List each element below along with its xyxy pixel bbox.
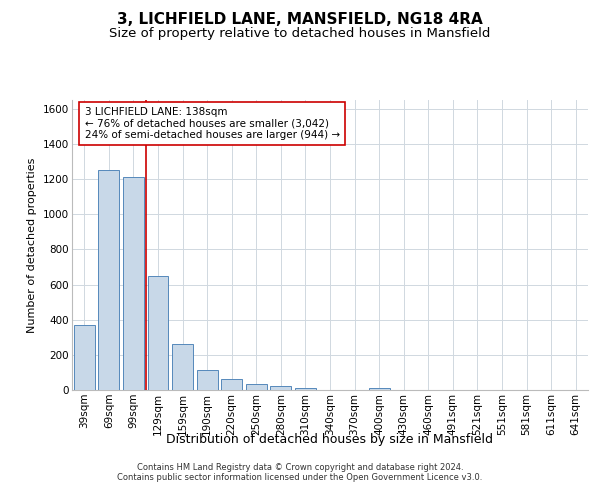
- Bar: [123, 178, 144, 390]
- Bar: [197, 370, 218, 390]
- Bar: [98, 170, 119, 390]
- Bar: [172, 344, 193, 390]
- Text: 3, LICHFIELD LANE, MANSFIELD, NG18 4RA: 3, LICHFIELD LANE, MANSFIELD, NG18 4RA: [117, 12, 483, 28]
- Text: 3 LICHFIELD LANE: 138sqm
← 76% of detached houses are smaller (3,042)
24% of sem: 3 LICHFIELD LANE: 138sqm ← 76% of detach…: [85, 107, 340, 140]
- Bar: [148, 276, 169, 390]
- Bar: [74, 325, 95, 390]
- Text: Distribution of detached houses by size in Mansfield: Distribution of detached houses by size …: [167, 432, 493, 446]
- Y-axis label: Number of detached properties: Number of detached properties: [28, 158, 37, 332]
- Text: Contains HM Land Registry data © Crown copyright and database right 2024.
Contai: Contains HM Land Registry data © Crown c…: [118, 463, 482, 482]
- Text: Size of property relative to detached houses in Mansfield: Size of property relative to detached ho…: [109, 28, 491, 40]
- Bar: [221, 378, 242, 390]
- Bar: [368, 388, 389, 390]
- Bar: [246, 384, 267, 390]
- Bar: [271, 386, 292, 390]
- Bar: [295, 388, 316, 390]
